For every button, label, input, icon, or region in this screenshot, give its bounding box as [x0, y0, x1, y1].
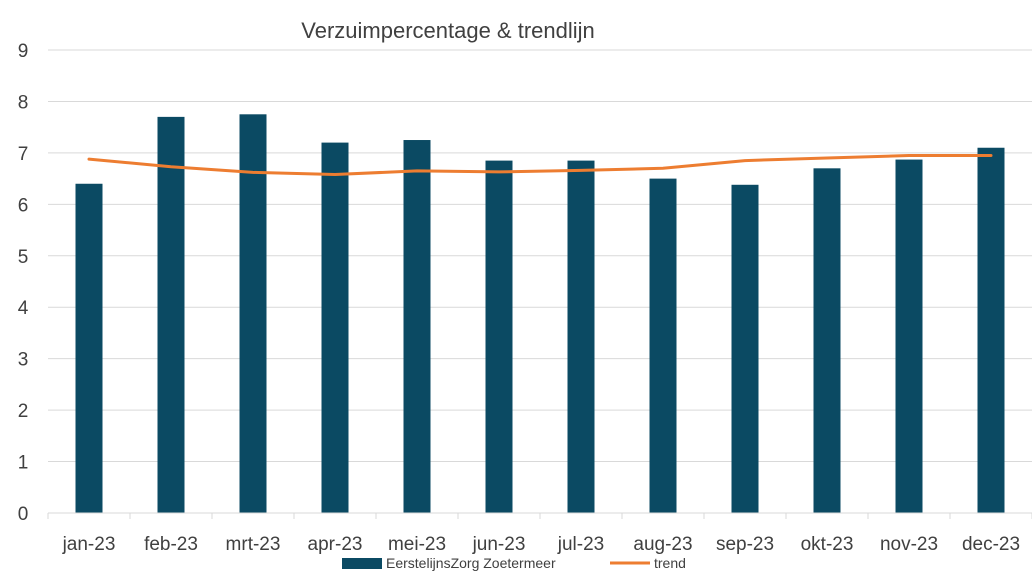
x-tick-label: nov-23	[880, 534, 938, 555]
trend-series	[87, 154, 993, 176]
bar	[485, 160, 513, 513]
x-tick-label: apr-23	[308, 534, 363, 555]
bar	[895, 159, 923, 513]
bar	[649, 178, 677, 513]
legend-swatch-bar	[342, 558, 382, 569]
y-tick-label: 3	[18, 350, 29, 371]
x-tick-label: aug-23	[633, 534, 692, 555]
bar	[157, 116, 185, 513]
x-axis: jan-23 feb-23 mrt-23 apr-23 mei-23 jun-23 jul-…	[47, 512, 1032, 555]
y-tick-label: 1	[18, 453, 29, 474]
y-tick-label: 4	[18, 298, 29, 319]
bar	[567, 160, 595, 513]
legend-label-line: trend	[654, 555, 686, 571]
gridlines	[48, 49, 1032, 463]
bar	[403, 140, 431, 513]
x-tick-label: okt-23	[801, 534, 854, 555]
x-tick-label: jul-23	[557, 534, 604, 555]
bar	[321, 142, 349, 513]
trend-line	[87, 154, 993, 176]
y-tick-label: 6	[18, 195, 29, 216]
y-axis: 0 1 2 3 4 5 6 7 8 9	[18, 41, 29, 525]
bar	[731, 184, 759, 514]
x-tick-label: dec-23	[962, 534, 1020, 555]
legend: EerstelijnsZorg Zoetermeer trend	[342, 555, 686, 571]
y-tick-label: 2	[18, 401, 29, 422]
y-tick-label: 0	[18, 504, 29, 525]
y-tick-label: 8	[18, 92, 29, 113]
legend-label-bar: EerstelijnsZorg Zoetermeer	[386, 555, 556, 571]
bar-series	[75, 114, 1005, 514]
bar	[239, 114, 267, 514]
x-tick-label: jun-23	[472, 534, 526, 555]
bar	[977, 147, 1005, 513]
y-tick-label: 7	[18, 144, 29, 165]
y-tick-label: 5	[18, 247, 29, 268]
x-tick-label: mei-23	[388, 534, 446, 555]
bar	[813, 168, 841, 514]
x-tick-label: mrt-23	[226, 534, 281, 555]
x-tick-label: jan-23	[62, 534, 116, 555]
y-tick-label: 9	[18, 41, 29, 62]
x-tick-label: sep-23	[716, 534, 774, 555]
x-tick-label: feb-23	[144, 534, 198, 555]
bar	[75, 183, 103, 513]
chart-title: Verzuimpercentage & trendlijn	[301, 18, 595, 43]
